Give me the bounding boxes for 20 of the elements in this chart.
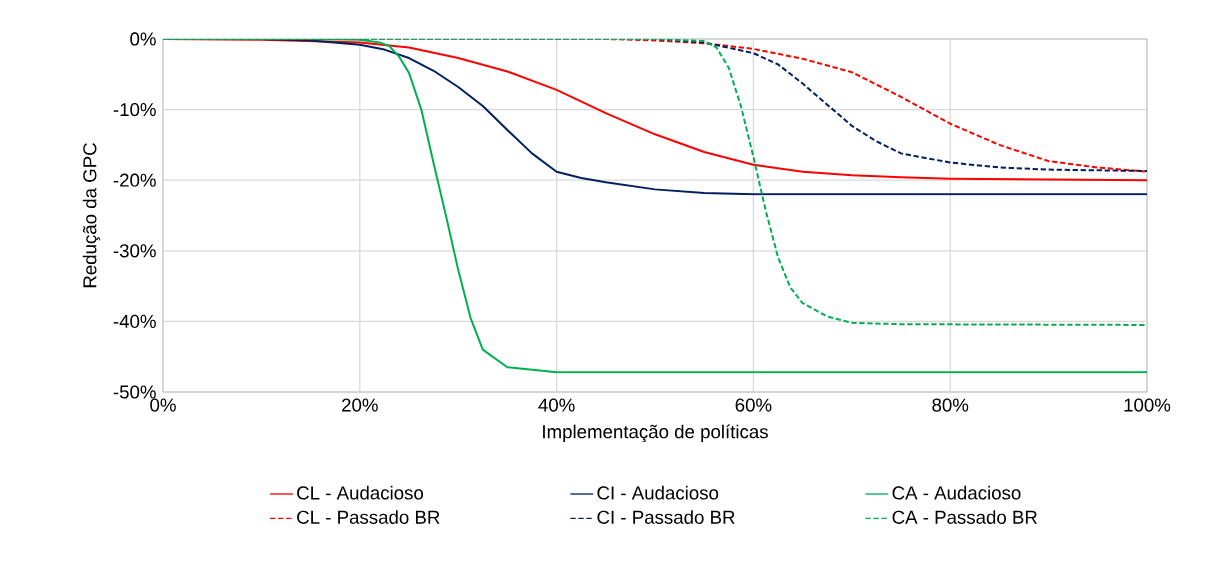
x-tick-label: 20% [342,398,378,412]
legend-label: CL - Audacioso [297,485,424,500]
legend-label: CL - Passado BR [297,510,440,524]
x-tick-label: 0% [150,398,176,412]
y-tick-label: -30% [113,244,156,258]
y-tick-label: -40% [113,314,156,329]
y-tick-label: 0% [130,32,156,46]
x-tick-label: 100% [1124,398,1171,412]
y-axis-title: Redução da GPC [82,143,101,288]
y-tick-label: -50% [113,385,156,399]
legend-label: CI - Audacioso [597,485,719,500]
x-axis-title: Implementação de políticas [543,424,768,443]
y-tick-label: -20% [113,173,156,187]
legend-label: CA - Audacioso [892,485,1021,500]
x-tick-label: 60% [735,398,772,412]
x-tick-label: 40% [538,398,575,412]
x-tick-label: 80% [932,398,969,412]
y-tick-label: -10% [113,102,156,117]
legend-label: CI - Passado BR [597,510,735,524]
legend-label: CA - Passado BR [892,510,1038,524]
